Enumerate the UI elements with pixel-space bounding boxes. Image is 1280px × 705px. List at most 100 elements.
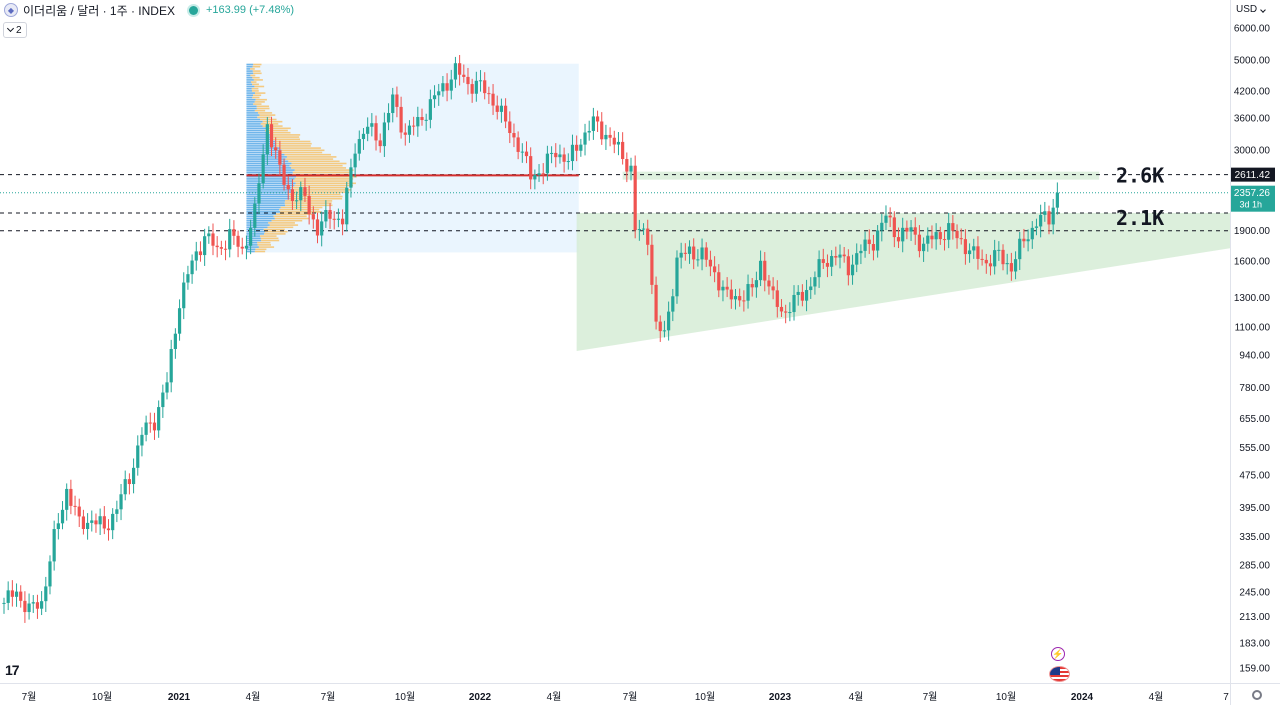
volume-profile-bar — [275, 145, 311, 147]
symbol-header: ◆ 이더리움 / 달러 · 1주 · INDEX +163.99 (+7.48%… — [0, 0, 1230, 20]
candle-body — [1022, 238, 1026, 242]
price-axis-tick: 3000.00 — [1234, 146, 1271, 157]
volume-profile-bar — [270, 138, 301, 141]
candle-body — [955, 230, 959, 239]
candle-body — [349, 167, 353, 188]
candle-body — [177, 308, 182, 334]
time-axis-tick: 7월 — [923, 691, 938, 703]
indicators-collapse-button[interactable]: 2 — [3, 22, 27, 38]
volume-profile-bar — [275, 142, 312, 145]
volume-profile-bar — [246, 145, 276, 147]
candle-body — [420, 117, 424, 121]
candle-body — [880, 222, 884, 231]
candle-body — [131, 467, 136, 485]
price-axis-tick: 1300.00 — [1234, 293, 1271, 304]
candle-body — [437, 91, 441, 96]
candle-body — [930, 235, 934, 240]
volume-profile-bar — [280, 151, 323, 154]
time-axis-tick: 2022 — [469, 692, 492, 703]
candle-body — [399, 106, 403, 133]
candle-body — [69, 488, 73, 506]
volume-profile-bar — [257, 116, 271, 119]
candle-body — [687, 246, 692, 254]
flash-event-icon[interactable]: ⚡ — [1051, 647, 1065, 661]
price-axis-tick: 940.00 — [1239, 350, 1270, 361]
volume-profile-bar — [246, 180, 293, 182]
price-axis-tick: 183.00 — [1239, 639, 1270, 650]
candle-body — [453, 63, 458, 80]
candle-body — [31, 602, 35, 604]
volume-profile-bar — [246, 116, 258, 119]
volume-profile-bar — [263, 228, 285, 231]
candle-body — [800, 291, 804, 301]
price-change: +163.99 (+7.48%) — [205, 4, 295, 16]
price-axis-tick: 475.00 — [1239, 471, 1270, 482]
candle-body — [721, 286, 725, 291]
volume-profile-bar — [246, 63, 254, 66]
volume-profile-bar — [279, 208, 320, 211]
time-axis-tick: 7 — [1223, 692, 1229, 703]
volume-profile-bar — [270, 136, 300, 138]
volume-profile-bar — [246, 94, 254, 97]
candle-body — [35, 602, 40, 609]
symbol-title[interactable]: 이더리움 / 달러 · 1주 · INDEX — [23, 3, 175, 18]
candle-body — [901, 227, 905, 242]
candle-body — [516, 137, 520, 152]
us-flag-event-icon[interactable] — [1049, 666, 1070, 682]
volume-profile-bar — [246, 193, 289, 196]
volume-profile-bar — [255, 248, 267, 251]
volume-profile-bar — [246, 98, 256, 101]
volume-profile-bar — [246, 195, 290, 198]
candle-body — [708, 259, 713, 267]
time-axis-tick: 10월 — [695, 691, 715, 703]
candle-body — [282, 164, 286, 185]
candle-body — [219, 247, 223, 249]
candle-body — [779, 306, 784, 312]
volume-profile-bar — [246, 114, 260, 116]
currency-selector[interactable]: USD — [1236, 4, 1266, 15]
gear-icon[interactable] — [1252, 690, 1262, 700]
price-axis-tick: 285.00 — [1239, 561, 1270, 572]
candle-body — [595, 116, 600, 122]
candle-body — [570, 144, 575, 162]
candle-body — [809, 286, 813, 291]
candle-body — [499, 105, 504, 112]
candle-body — [997, 249, 1001, 251]
volume-profile-bar — [252, 65, 261, 68]
volume-profile-bar — [288, 193, 341, 196]
candle-body — [788, 312, 792, 314]
candle-body — [621, 141, 625, 160]
volume-profile-bar — [269, 224, 299, 226]
candle-body — [274, 147, 278, 151]
volume-profile-bar — [246, 107, 257, 110]
candle-body — [817, 259, 821, 278]
candle-body — [917, 234, 922, 252]
countdown-label: 3d 1h — [1239, 200, 1262, 210]
volume-profile-bar — [246, 230, 265, 233]
candle-body — [73, 505, 77, 507]
volume-profile-bar — [288, 160, 340, 163]
volume-profile-bar — [246, 109, 255, 112]
ethereum-icon: ◆ — [4, 3, 18, 17]
candle-body — [675, 257, 679, 297]
candle-body — [850, 264, 855, 276]
candle-body — [403, 132, 407, 135]
price-axis-tick: 213.00 — [1239, 612, 1270, 623]
candle-body — [336, 218, 340, 220]
volume-profile-bar — [246, 206, 281, 209]
volume-profile-bar — [256, 105, 270, 108]
volume-profile-bar — [291, 162, 347, 165]
volume-profile-bar — [253, 94, 262, 97]
candle-body — [495, 105, 499, 112]
candle-body — [922, 243, 926, 252]
candle-body — [357, 139, 361, 154]
candle-body — [696, 259, 700, 261]
volume-profile-bar — [246, 186, 292, 189]
candle-body — [223, 248, 228, 250]
candle-body — [913, 227, 917, 235]
volume-profile-bar — [254, 109, 266, 112]
candle-body — [959, 238, 963, 240]
candle-body — [173, 333, 177, 350]
tradingview-logo-icon[interactable]: 17 — [5, 662, 20, 678]
